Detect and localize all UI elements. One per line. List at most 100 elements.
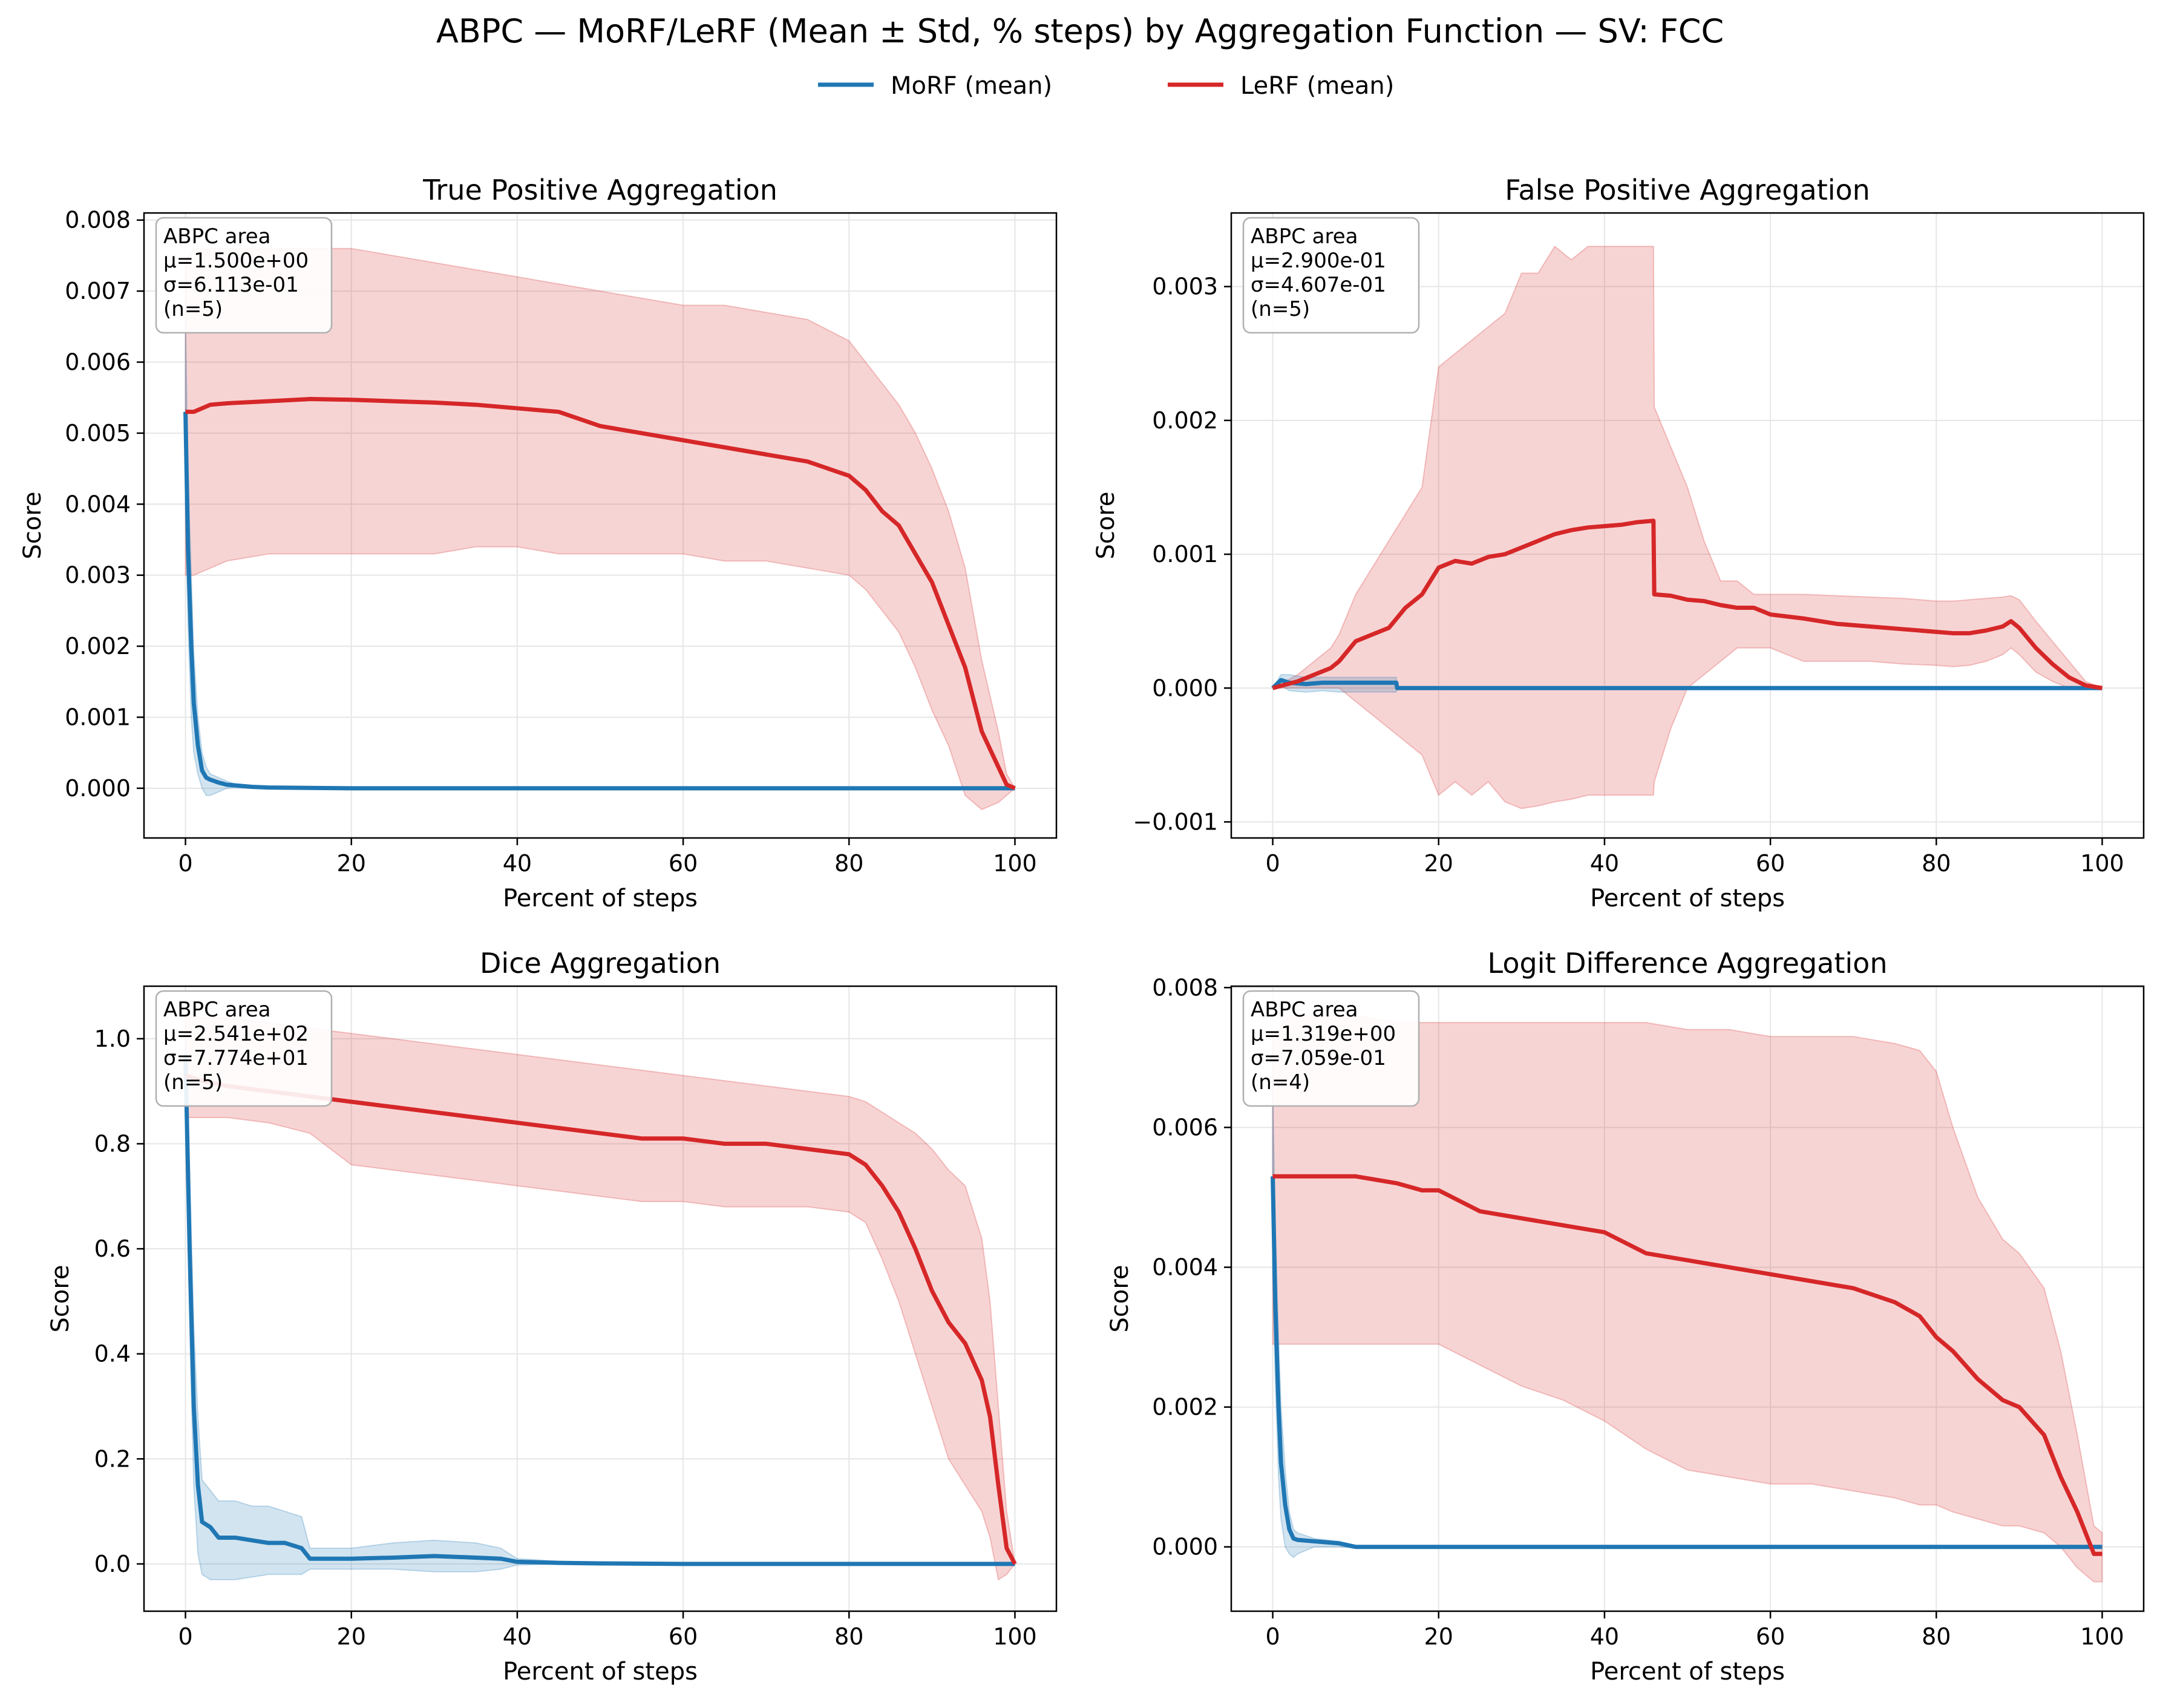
y-tick-label: 0.004 [1152, 1254, 1218, 1281]
subplot-title: Dice Aggregation [480, 947, 721, 980]
y-tick-label: 0.006 [65, 349, 131, 376]
lerf-mean-line [185, 1073, 1017, 1565]
x-tick-label: 40 [503, 850, 532, 877]
y-tick-label: 0.006 [1152, 1114, 1218, 1140]
plot-area [183, 247, 1016, 811]
y-tick-label: 0.002 [65, 633, 131, 659]
axes-frame [143, 985, 1058, 1612]
plot-area [183, 1012, 1017, 1581]
annotation-line: ABPC area [1251, 998, 1358, 1022]
x-tick-label: 40 [503, 1623, 532, 1650]
y-tick-label: 0.008 [1152, 974, 1218, 1001]
annotation-line: σ=7.774e+01 [163, 1046, 309, 1070]
x-tick-label: 80 [834, 1623, 863, 1650]
y-tick-label: 0.000 [1152, 675, 1218, 701]
y-tick-label: 0.005 [65, 420, 131, 447]
x-tick-label: 20 [337, 850, 366, 877]
y-tick-label: 0.4 [94, 1341, 131, 1367]
plot-area [1271, 245, 2103, 810]
legend-label: MoRF (mean) [891, 72, 1052, 100]
figure-title: ABPC — MoRF/LeRF (Mean ± Std, % steps) b… [436, 12, 1724, 50]
grid [144, 986, 1056, 1611]
y-tick-label: 0.8 [94, 1130, 131, 1157]
axes-frame [1230, 985, 2145, 1612]
y-tick-label: 0.001 [65, 704, 131, 730]
x-tick-label: 20 [1424, 1623, 1453, 1650]
lerf-mean-line [1272, 1174, 2103, 1556]
plot-area [1271, 1015, 2103, 1583]
x-tick-label: 20 [1424, 850, 1453, 877]
y-tick-label: 0.003 [1152, 273, 1218, 300]
x-tick-label: 60 [1756, 1623, 1785, 1650]
y-tick-label: 0.000 [65, 775, 131, 802]
subplot: 0 20 40 60 80 100 0.0 0.2 0.4 0.6 0.8 1.0 Dice Aggre… [47, 947, 1058, 1686]
lerf-mean-line [1272, 519, 2103, 690]
x-tick-label: 100 [993, 850, 1037, 877]
x-tick-label: 100 [2080, 850, 2124, 877]
morf-mean-line [183, 1054, 1015, 1566]
y-tick-label: 0.6 [94, 1235, 131, 1262]
annotation-line: ABPC area [1251, 224, 1358, 249]
x-tick-label: 0 [178, 1623, 192, 1650]
subplot-title: True Positive Aggregation [422, 174, 777, 206]
annotation-box [1242, 217, 1420, 334]
y-tick-label: 1.0 [94, 1026, 131, 1052]
subplot-title: False Positive Aggregation [1505, 174, 1870, 206]
y-axis-label: Score [1092, 491, 1120, 559]
legend-item: MoRF (mean) [818, 72, 1052, 100]
x-axis-label: Percent of steps [503, 1658, 698, 1686]
annotation-line: ABPC area [163, 224, 270, 249]
y-tick-label: 0.2 [94, 1445, 131, 1472]
x-tick-label: 60 [669, 1623, 698, 1650]
y-tick-label: 0.002 [1152, 1394, 1218, 1421]
y-tick-label: 0.000 [1152, 1534, 1218, 1560]
morf-std-band [1271, 674, 2103, 693]
y-tick-label: 0.0 [94, 1551, 131, 1577]
annotation-box [1242, 990, 1420, 1107]
y-tick-label: −0.001 [1133, 808, 1218, 835]
lerf-std-band [185, 247, 1016, 811]
morf-mean-line [1271, 1176, 2103, 1549]
annotation-line: (n=4) [1251, 1070, 1310, 1094]
annotation-box [155, 990, 333, 1107]
x-tick-label: 80 [834, 850, 863, 877]
axes-frame [143, 212, 1058, 839]
lerf-std-band [1272, 1015, 2103, 1583]
x-tick-label: 80 [1922, 850, 1951, 877]
annotation-line: (n=5) [1251, 297, 1310, 321]
y-tick-label: 0.001 [1152, 541, 1218, 568]
y-tick-label: 0.004 [65, 491, 131, 517]
x-tick-label: 0 [178, 850, 192, 877]
annotation-line: μ=1.500e+00 [163, 249, 309, 273]
legend: MoRF (mean) LeRF (mean) [818, 72, 1394, 100]
x-tick-label: 100 [993, 1623, 1037, 1650]
annotation-line: σ=7.059e-01 [1251, 1046, 1386, 1070]
x-tick-label: 100 [2080, 1623, 2124, 1650]
legend-label: LeRF (mean) [1240, 72, 1394, 100]
annotation-line: σ=4.607e-01 [1251, 273, 1386, 297]
subplot-title: Logit Difference Aggregation [1488, 947, 1888, 980]
axes-frame [1230, 212, 2145, 839]
lerf-std-band [185, 1012, 1016, 1581]
y-axis-label: Score [1106, 1265, 1134, 1332]
y-tick-label: 0.002 [1152, 407, 1218, 434]
x-tick-label: 60 [1756, 850, 1785, 877]
annotation-line: μ=1.319e+00 [1251, 1022, 1396, 1046]
subplot-grid: 0 20 40 60 80 100 0.000 0.001 0.002 0.003 0.004 0.0… [19, 174, 2145, 1686]
annotation-line: (n=5) [163, 297, 223, 321]
annotation-box [155, 217, 333, 334]
y-tick-label: 0.003 [65, 562, 131, 589]
x-axis-label: Percent of steps [1590, 885, 1785, 912]
y-axis-label: Score [19, 491, 47, 559]
lerf-mean-line [185, 397, 1016, 791]
legend-item: LeRF (mean) [1168, 72, 1394, 100]
subplot: 0 20 40 60 80 100 0.000 0.002 0.004 0.006 0.008 Log… [1106, 947, 2145, 1686]
annotation-line: σ=6.113e-01 [163, 273, 299, 297]
annotation-line: (n=5) [163, 1070, 223, 1094]
annotation-line: ABPC area [163, 998, 270, 1022]
morf-mean-line [183, 411, 1015, 791]
